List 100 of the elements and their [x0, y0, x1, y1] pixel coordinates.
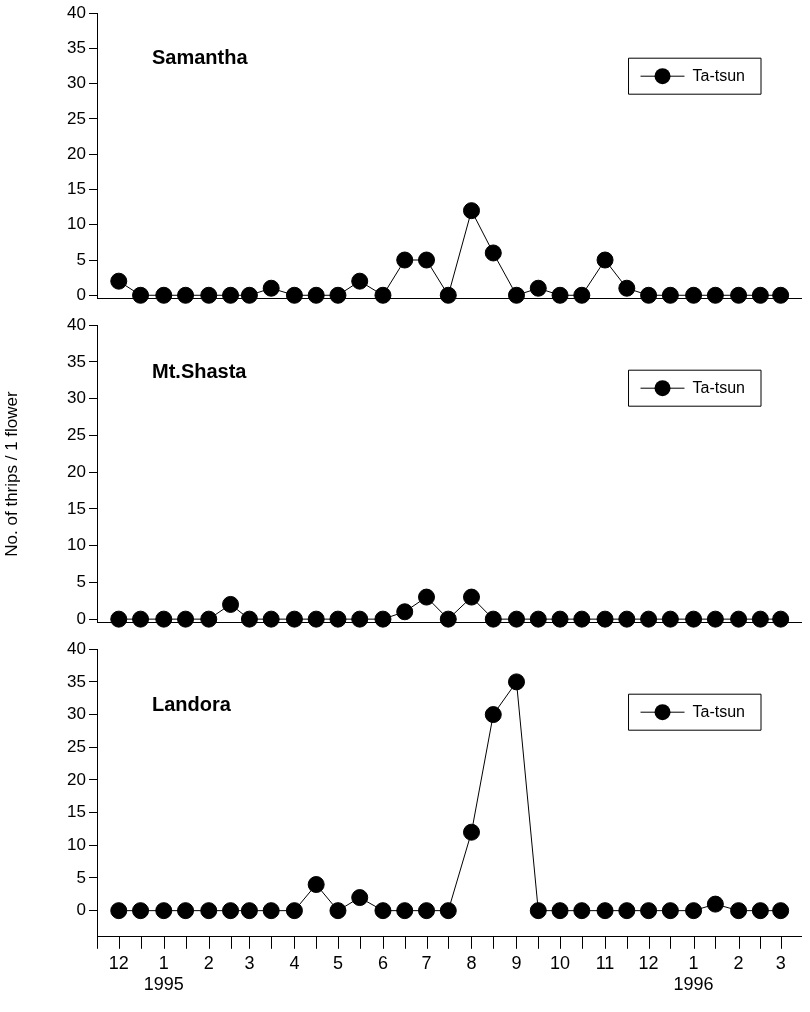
point — [374, 286, 392, 304]
point — [685, 902, 703, 920]
x-tick-label: 3 — [775, 952, 786, 973]
y-tick-label: 15 — [67, 498, 86, 518]
point — [285, 902, 303, 920]
point — [329, 610, 347, 628]
y-tick-label: 30 — [67, 73, 86, 93]
point — [618, 902, 636, 920]
point — [155, 286, 173, 304]
point — [132, 902, 150, 920]
legend-label: Ta-tsun — [692, 378, 745, 396]
point — [751, 610, 769, 628]
point — [618, 279, 636, 297]
point — [200, 610, 218, 628]
point — [640, 902, 658, 920]
point — [307, 610, 325, 628]
point — [110, 610, 128, 628]
point — [706, 895, 724, 913]
y-tick-label: 20 — [67, 769, 86, 789]
point — [418, 902, 435, 920]
point — [307, 286, 325, 304]
point — [351, 272, 369, 290]
y-tick-label: 10 — [67, 834, 86, 854]
legend-label: Ta-tsun — [692, 66, 745, 84]
point — [551, 286, 569, 304]
y-tick-label: 0 — [76, 608, 86, 628]
point — [351, 889, 369, 907]
point — [262, 279, 280, 297]
point — [396, 251, 414, 269]
point — [573, 286, 591, 304]
point — [685, 286, 703, 304]
point — [706, 286, 724, 304]
point — [418, 588, 435, 606]
x-tick-label: 5 — [332, 952, 343, 973]
legend-label: Ta-tsun — [692, 702, 745, 720]
point — [551, 902, 569, 920]
point — [508, 673, 525, 691]
text: Landora — [152, 692, 232, 715]
point — [222, 595, 240, 613]
point — [240, 286, 258, 304]
point — [351, 610, 369, 628]
y-tick-label: 40 — [67, 314, 86, 334]
x-tick-label: 4 — [289, 952, 300, 973]
x-tick-label: 1 1995 — [143, 952, 184, 995]
point — [484, 706, 502, 724]
y-axis-title: No. of thrips / 1 flower — [1, 390, 21, 557]
y-tick-label: 0 — [76, 900, 86, 920]
y-tick-label: 25 — [67, 736, 86, 756]
x-tick-label: 9 — [511, 952, 522, 973]
point — [110, 272, 128, 290]
x-tick-label: 12 — [108, 952, 129, 973]
point — [307, 876, 325, 894]
point — [155, 902, 173, 920]
point — [508, 610, 525, 628]
point — [730, 902, 748, 920]
point — [418, 251, 435, 269]
point — [573, 902, 591, 920]
point — [751, 902, 769, 920]
point — [529, 610, 547, 628]
y-tick-label: 5 — [76, 249, 86, 269]
point — [200, 286, 218, 304]
point — [463, 202, 480, 220]
point — [285, 610, 303, 628]
x-tick-label: 2 — [203, 952, 214, 973]
point — [772, 286, 790, 304]
point — [285, 286, 303, 304]
point — [573, 610, 591, 628]
y-tick-label: 20 — [67, 143, 86, 163]
point — [200, 902, 218, 920]
y-tick-label: 0 — [76, 284, 86, 304]
point — [177, 902, 195, 920]
y-tick-label: 30 — [67, 388, 86, 408]
point — [661, 610, 679, 628]
point — [396, 902, 414, 920]
point — [374, 902, 392, 920]
x-tick-label: 8 — [466, 952, 477, 973]
x-tick-label: 3 — [244, 952, 255, 973]
y-tick-label: 10 — [67, 535, 86, 555]
y-tick-label: 15 — [67, 179, 86, 199]
x-tick-label: 11 — [595, 952, 615, 973]
y-tick-label: 35 — [67, 671, 86, 691]
point — [730, 286, 748, 304]
point — [706, 610, 724, 628]
point — [110, 902, 128, 920]
point — [439, 610, 457, 628]
y-tick-label: 35 — [67, 351, 86, 371]
y-tick-label: 5 — [76, 867, 86, 887]
text: Mt.Shasta — [152, 360, 248, 383]
point — [240, 902, 258, 920]
point — [463, 588, 480, 606]
y-tick-label: 5 — [76, 572, 86, 592]
y-tick-label: 10 — [67, 214, 86, 234]
point — [262, 610, 280, 628]
point — [529, 279, 547, 297]
point — [132, 610, 150, 628]
point — [177, 610, 195, 628]
point — [661, 286, 679, 304]
y-tick-label: 15 — [67, 802, 86, 822]
point — [772, 610, 790, 628]
y-tick-label: 20 — [67, 461, 86, 481]
